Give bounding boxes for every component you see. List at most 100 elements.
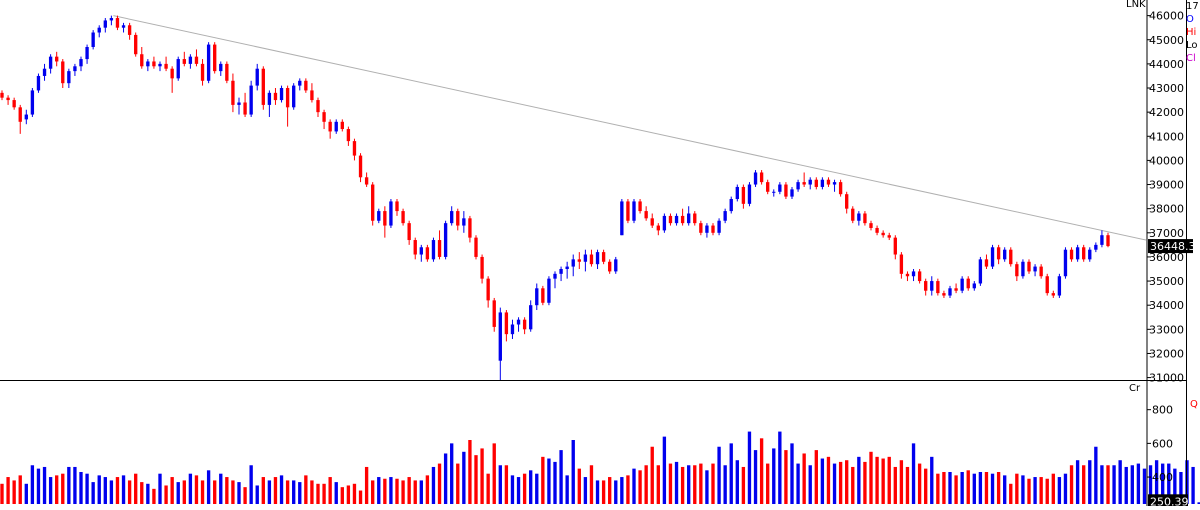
price-tick-label: 40000 bbox=[1149, 154, 1184, 167]
candle-body bbox=[462, 218, 466, 226]
volume-bar bbox=[942, 472, 946, 504]
candle-body bbox=[1106, 235, 1110, 247]
volume-bar bbox=[164, 485, 168, 504]
volume-bar bbox=[486, 473, 490, 504]
volume-bar bbox=[990, 473, 995, 504]
volume-bar bbox=[899, 460, 904, 504]
volume-bar bbox=[140, 482, 144, 504]
volume-bar bbox=[881, 458, 885, 504]
volume-bar bbox=[279, 475, 284, 504]
price-tick-label: 36000 bbox=[1149, 251, 1184, 264]
candle-body bbox=[930, 281, 934, 291]
candle-body bbox=[911, 271, 916, 277]
volume-bar bbox=[225, 477, 229, 504]
volume-bar bbox=[158, 473, 162, 504]
volume-tick-label: 600 bbox=[1152, 437, 1173, 450]
candle-body bbox=[152, 61, 156, 67]
volume-bar bbox=[389, 477, 393, 504]
candle-body bbox=[419, 247, 423, 255]
volume-bar bbox=[1112, 465, 1116, 504]
volume-bar bbox=[966, 470, 970, 504]
candle-body bbox=[30, 90, 35, 115]
volume-bar bbox=[304, 475, 308, 504]
candle-body bbox=[231, 80, 235, 105]
volume-bar bbox=[6, 477, 10, 504]
candle-body bbox=[6, 97, 10, 101]
candle-body bbox=[1100, 235, 1104, 245]
candle-body bbox=[431, 240, 436, 260]
candle-body bbox=[67, 71, 71, 84]
candle-body bbox=[103, 20, 107, 28]
candle-body bbox=[194, 56, 199, 64]
volume-bar bbox=[620, 477, 624, 504]
volume-bar bbox=[601, 480, 606, 504]
volume-bar bbox=[851, 466, 855, 504]
last-price-badge bbox=[1148, 239, 1193, 254]
volume-bar bbox=[1057, 477, 1062, 504]
candle-body bbox=[352, 141, 357, 156]
candle-body bbox=[486, 278, 490, 301]
volume-bar bbox=[766, 463, 770, 504]
candle-body bbox=[924, 281, 928, 291]
candle-body bbox=[674, 215, 679, 224]
volume-bar bbox=[121, 475, 126, 504]
candle-body bbox=[498, 312, 502, 361]
volume-bar bbox=[273, 477, 278, 504]
volume-bar bbox=[91, 482, 95, 504]
candle-body bbox=[310, 90, 314, 101]
volume-bar bbox=[24, 483, 28, 504]
candle-body bbox=[371, 184, 375, 221]
volume-bar bbox=[115, 477, 120, 504]
candle-body bbox=[662, 215, 667, 231]
candle-body bbox=[322, 112, 326, 122]
candle-body bbox=[614, 259, 618, 272]
candle-body bbox=[12, 100, 16, 108]
candle-body bbox=[1057, 276, 1062, 296]
candle-body bbox=[790, 189, 794, 197]
candle-body bbox=[687, 213, 691, 224]
candle-body bbox=[516, 319, 521, 325]
volume-bar bbox=[352, 483, 357, 504]
volume-bar bbox=[292, 480, 296, 504]
volume-bar bbox=[759, 438, 764, 504]
volume-bar bbox=[450, 443, 454, 504]
volume-bar bbox=[741, 466, 746, 504]
volume-bar bbox=[134, 473, 138, 504]
candle-body bbox=[571, 259, 575, 267]
candle-body bbox=[243, 102, 247, 115]
candle-body bbox=[55, 56, 59, 62]
volume-bar bbox=[219, 473, 223, 504]
volume-bar bbox=[182, 480, 186, 504]
candle-body bbox=[61, 61, 65, 84]
volume-bar bbox=[97, 475, 101, 504]
volume-bar bbox=[747, 431, 752, 504]
candle-body bbox=[42, 68, 47, 76]
volume-bar bbox=[784, 450, 788, 504]
candle-body bbox=[778, 184, 782, 192]
candle-body bbox=[389, 201, 393, 226]
volume-bar bbox=[662, 436, 667, 504]
volume-bar bbox=[261, 477, 265, 504]
volume-bar bbox=[42, 466, 47, 504]
candle-body bbox=[644, 211, 648, 219]
candle-body bbox=[364, 177, 369, 185]
volume-bar bbox=[911, 443, 916, 504]
legend-close: Cl bbox=[1186, 53, 1196, 64]
volume-bar bbox=[48, 477, 53, 504]
candle-body bbox=[127, 25, 132, 35]
volume-bar bbox=[820, 458, 825, 504]
price-tick-label: 38000 bbox=[1149, 203, 1184, 216]
volume-bar bbox=[1094, 446, 1098, 504]
volume-bar bbox=[510, 475, 515, 504]
volume-bar bbox=[790, 443, 794, 504]
volume-bar bbox=[188, 473, 193, 504]
volume-bar bbox=[668, 463, 673, 504]
volume-bar bbox=[1009, 483, 1013, 504]
volume-bar bbox=[838, 461, 843, 504]
candle-body bbox=[1088, 249, 1092, 260]
volume-bar bbox=[1100, 465, 1104, 504]
volume-bar bbox=[656, 465, 660, 504]
volume-bar bbox=[1021, 475, 1025, 504]
volume-bar bbox=[699, 463, 703, 504]
